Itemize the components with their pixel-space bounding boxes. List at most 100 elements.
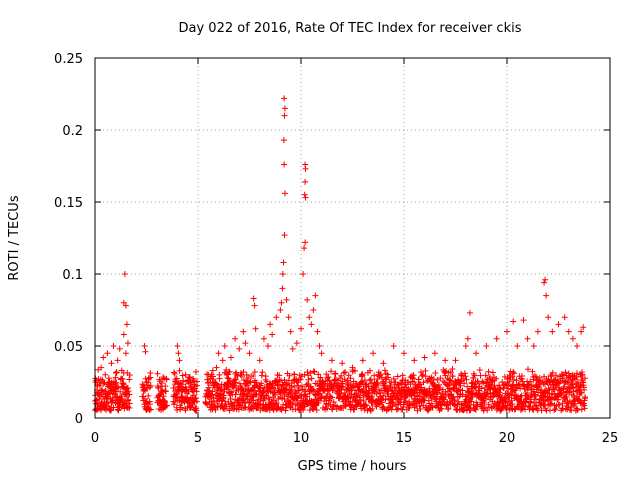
data-point bbox=[509, 373, 516, 380]
data-point bbox=[249, 394, 256, 401]
data-point bbox=[143, 379, 150, 385]
data-point bbox=[378, 387, 385, 394]
data-point bbox=[572, 400, 579, 407]
data-point bbox=[318, 393, 325, 400]
data-point bbox=[508, 391, 515, 398]
data-point bbox=[259, 369, 266, 376]
data-point bbox=[227, 395, 234, 402]
data-point bbox=[144, 385, 151, 392]
data-point bbox=[243, 382, 250, 389]
data-point bbox=[387, 383, 394, 390]
data-point bbox=[476, 366, 483, 373]
data-point bbox=[121, 271, 128, 277]
data-point bbox=[458, 372, 465, 379]
data-point bbox=[536, 374, 543, 381]
data-point bbox=[380, 392, 387, 399]
data-point bbox=[338, 372, 345, 379]
data-point bbox=[231, 383, 238, 390]
data-point bbox=[100, 354, 107, 361]
data-point bbox=[446, 376, 453, 383]
data-point bbox=[281, 190, 288, 197]
data-point bbox=[485, 368, 492, 375]
data-point bbox=[213, 364, 220, 371]
data-point bbox=[529, 368, 536, 375]
data-point bbox=[178, 404, 185, 411]
data-point bbox=[269, 331, 276, 338]
data-point bbox=[328, 368, 335, 375]
data-point bbox=[288, 387, 295, 394]
data-point bbox=[365, 383, 372, 390]
data-points bbox=[91, 95, 589, 414]
data-point bbox=[173, 375, 180, 382]
data-point bbox=[527, 378, 534, 385]
data-point bbox=[473, 350, 480, 357]
data-point bbox=[418, 384, 425, 391]
data-point bbox=[162, 402, 169, 409]
data-point bbox=[302, 239, 309, 246]
data-point bbox=[486, 404, 493, 411]
data-point bbox=[308, 375, 315, 382]
y-tick-label: 0 bbox=[75, 412, 83, 427]
data-point bbox=[119, 398, 126, 405]
data-point bbox=[247, 378, 254, 385]
data-point bbox=[142, 348, 149, 355]
data-point bbox=[446, 385, 453, 392]
data-point bbox=[415, 376, 422, 383]
data-point bbox=[120, 331, 127, 338]
data-point bbox=[280, 382, 287, 389]
data-point bbox=[141, 386, 148, 393]
data-point bbox=[252, 325, 259, 332]
data-point bbox=[126, 371, 133, 378]
data-point bbox=[380, 360, 387, 367]
data-point bbox=[401, 350, 407, 357]
data-point bbox=[163, 375, 170, 382]
data-point bbox=[313, 407, 320, 414]
data-point bbox=[242, 340, 249, 347]
data-point bbox=[441, 368, 448, 375]
data-point bbox=[439, 390, 446, 397]
data-point bbox=[493, 375, 500, 382]
data-point bbox=[171, 369, 178, 376]
data-point bbox=[154, 370, 161, 377]
data-point bbox=[549, 369, 556, 376]
data-point bbox=[240, 376, 247, 383]
data-point bbox=[416, 403, 423, 410]
data-point bbox=[445, 404, 452, 411]
data-point bbox=[288, 383, 295, 390]
data-point bbox=[146, 384, 153, 391]
data-point bbox=[569, 335, 576, 342]
data-point bbox=[432, 369, 439, 376]
data-point bbox=[380, 380, 387, 386]
data-point bbox=[301, 191, 308, 198]
data-point bbox=[399, 372, 406, 379]
data-point bbox=[414, 407, 421, 414]
data-point bbox=[176, 357, 183, 364]
data-point bbox=[491, 400, 498, 407]
data-point bbox=[277, 307, 284, 313]
data-point bbox=[453, 407, 460, 414]
y-axis-label: ROTI / TECUs bbox=[7, 195, 22, 280]
data-point bbox=[477, 372, 484, 379]
data-point bbox=[347, 375, 354, 382]
data-point bbox=[582, 394, 589, 401]
data-point bbox=[548, 373, 555, 380]
data-point bbox=[367, 367, 374, 374]
data-point bbox=[447, 377, 454, 384]
data-point bbox=[369, 405, 376, 412]
data-point bbox=[312, 292, 319, 299]
data-point bbox=[513, 377, 520, 384]
data-point bbox=[315, 371, 322, 378]
data-point bbox=[277, 377, 284, 384]
data-point bbox=[281, 112, 288, 119]
data-point bbox=[363, 402, 370, 409]
data-point bbox=[400, 401, 407, 408]
data-point bbox=[273, 314, 280, 321]
data-point bbox=[493, 335, 500, 342]
data-point bbox=[240, 369, 247, 376]
data-point bbox=[208, 391, 215, 398]
data-point bbox=[434, 389, 441, 396]
data-point bbox=[110, 343, 117, 349]
data-point bbox=[530, 343, 537, 349]
data-point bbox=[191, 377, 197, 384]
data-point bbox=[555, 321, 562, 328]
